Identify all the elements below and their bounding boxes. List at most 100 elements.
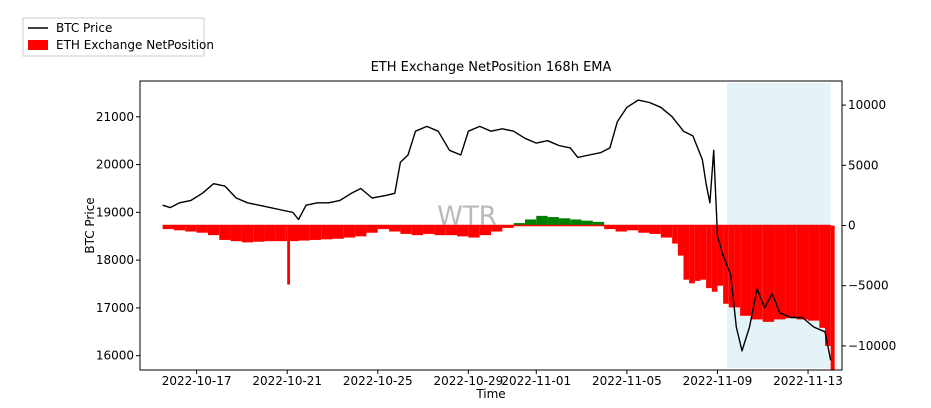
netposition-bar — [377, 225, 390, 230]
x-tick-label: 2022-10-25 — [343, 374, 413, 388]
netposition-bar — [706, 225, 712, 289]
netposition-bar — [660, 225, 673, 238]
y2-tick-label: −5000 — [848, 279, 889, 293]
netposition-bar — [683, 225, 690, 280]
netposition-bar — [502, 225, 514, 228]
x-ticks-layer: 2022-10-17 2022-10-21 2022-10-25 2022-10-29… — [162, 370, 843, 388]
netposition-bar — [796, 225, 809, 320]
netposition-bar — [547, 217, 559, 226]
netposition-bar — [723, 225, 729, 304]
netposition-bar — [785, 225, 797, 319]
netposition-bar — [389, 225, 401, 232]
y2-tick-label: 10000 — [848, 98, 886, 112]
netposition-bar — [241, 225, 254, 243]
netposition-bar — [355, 225, 367, 237]
netposition-bar — [219, 225, 231, 240]
netposition-bar — [825, 225, 831, 346]
netposition-bar — [536, 215, 548, 226]
netposition-bar — [626, 225, 639, 231]
netposition-bar — [321, 225, 333, 240]
netposition-bar — [264, 225, 276, 242]
netposition-bar — [332, 225, 344, 239]
netposition-bar — [689, 225, 695, 284]
legend-box — [22, 17, 205, 57]
netposition-bar — [751, 225, 763, 320]
netposition-bar — [672, 225, 678, 244]
netposition-bar — [558, 218, 571, 226]
netposition-bar — [290, 225, 299, 242]
y-tick-label: 19000 — [96, 205, 134, 219]
netposition-bar — [677, 225, 684, 256]
netposition-bar — [604, 225, 616, 230]
y-right-ticks-layer: 10000 5000 0 −5000 −10000 — [842, 98, 896, 353]
netposition-bar — [740, 225, 752, 316]
netposition-bar — [411, 225, 424, 236]
x-tick-label: 2022-10-17 — [162, 374, 232, 388]
netposition-bar — [162, 225, 174, 230]
netposition-bar — [423, 225, 435, 234]
netposition-bar — [830, 225, 835, 370]
x-tick-label: 2022-10-29 — [433, 374, 503, 388]
netposition-bar — [445, 225, 458, 236]
y-tick-label: 20000 — [96, 158, 134, 172]
netposition-bar — [185, 225, 197, 232]
watermark: WTR — [437, 202, 497, 232]
netposition-bar — [468, 225, 480, 238]
chart-title: ETH Exchange NetPosition 168h EMA — [371, 60, 612, 75]
netposition-bar — [457, 225, 469, 237]
netposition-bar — [638, 225, 650, 233]
netposition-bar — [711, 225, 718, 292]
netposition-bar — [285, 225, 288, 242]
netposition-bar — [479, 225, 491, 236]
x-tick-label: 2022-11-01 — [501, 374, 571, 388]
y-tick-label: 21000 — [96, 110, 134, 124]
netposition-bars-layer — [162, 215, 835, 370]
y2-tick-label: 5000 — [848, 158, 879, 172]
netposition-bar — [287, 225, 291, 285]
netposition-bar — [491, 225, 503, 232]
netposition-bar — [570, 219, 582, 226]
netposition-bar — [694, 225, 701, 281]
y2-tick-label: 0 — [848, 219, 856, 233]
x-tick-label: 2022-11-09 — [683, 374, 753, 388]
x-tick-label: 2022-10-21 — [252, 374, 322, 388]
netposition-bar — [513, 223, 525, 226]
legend-label-btc-price: BTC Price — [56, 21, 112, 35]
netposition-bar — [343, 225, 356, 238]
netposition-bar — [581, 220, 593, 226]
y-tick-label: 18000 — [96, 253, 134, 267]
netposition-bar — [524, 219, 537, 226]
netposition-bar — [366, 225, 378, 233]
netposition-bar — [275, 225, 286, 242]
y-left-ticks-layer: 16000 17000 18000 19000 20000 21000 — [96, 110, 140, 363]
netposition-bar — [717, 225, 724, 286]
netposition-bar — [434, 225, 446, 236]
y-axis-label: BTC Price — [83, 197, 97, 253]
netposition-bar — [230, 225, 242, 242]
btc-price-line — [162, 99, 832, 361]
netposition-bar — [196, 225, 208, 233]
netposition-bar — [173, 225, 186, 231]
x-tick-label: 2022-11-13 — [773, 374, 843, 388]
netposition-bar — [762, 225, 775, 322]
netposition-bar — [649, 225, 661, 234]
netposition-bar — [309, 225, 322, 240]
netposition-bar — [700, 225, 707, 280]
netposition-bar — [400, 225, 412, 234]
x-tick-label: 2022-11-05 — [592, 374, 662, 388]
netposition-bar — [819, 225, 826, 328]
netposition-bar — [615, 225, 627, 232]
netposition-bar — [253, 225, 265, 242]
legend-label-eth-netposition: ETH Exchange NetPosition — [56, 38, 214, 52]
netposition-bar — [592, 221, 605, 226]
netposition-bar — [728, 225, 735, 308]
netposition-bar — [808, 225, 820, 321]
y-tick-label: 16000 — [96, 349, 134, 363]
x-axis-label: Time — [475, 387, 505, 401]
legend: BTC Price ETH Exchange NetPosition — [22, 17, 214, 57]
y2-tick-label: −10000 — [848, 339, 896, 353]
netposition-bar — [207, 225, 220, 236]
netposition-bar — [774, 225, 786, 320]
y-tick-label: 17000 — [96, 301, 134, 315]
